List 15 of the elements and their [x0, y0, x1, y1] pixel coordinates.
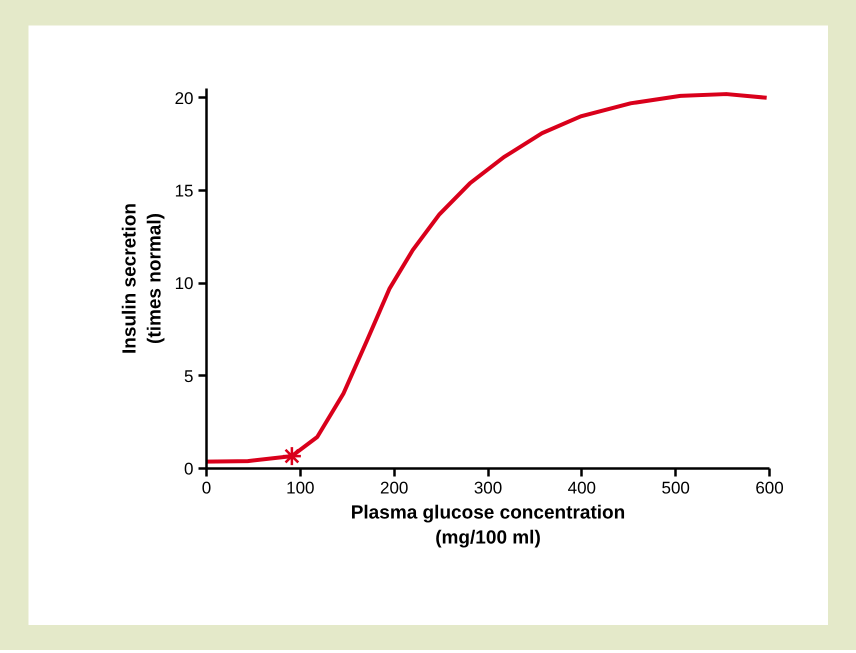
x-tick-label: 600 — [755, 478, 784, 498]
x-tick-label: 500 — [661, 478, 690, 498]
x-tick-label: 300 — [474, 478, 502, 498]
x-tick-label: 100 — [286, 478, 315, 498]
y-tick-label: 20 — [174, 88, 194, 108]
line-series — [206, 92, 769, 464]
x-tick-label: 400 — [568, 478, 596, 498]
x-tick-label: 200 — [380, 478, 408, 498]
x-axis-title: Plasma glucose concentration (mg/100 ml) — [350, 502, 626, 549]
y-tick-label: 0 — [184, 460, 194, 478]
y-tick-label: 5 — [184, 366, 194, 386]
y-tick-label: 15 — [174, 181, 194, 200]
x-tick-label: 0 — [202, 478, 212, 498]
y-axis-title: Insulin secretion (times normal) — [119, 203, 166, 354]
y-tick-label: 10 — [174, 274, 194, 294]
